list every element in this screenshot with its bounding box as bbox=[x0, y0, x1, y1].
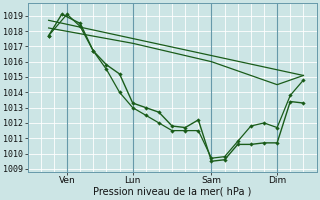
X-axis label: Pression niveau de la mer( hPa ): Pression niveau de la mer( hPa ) bbox=[93, 187, 251, 197]
